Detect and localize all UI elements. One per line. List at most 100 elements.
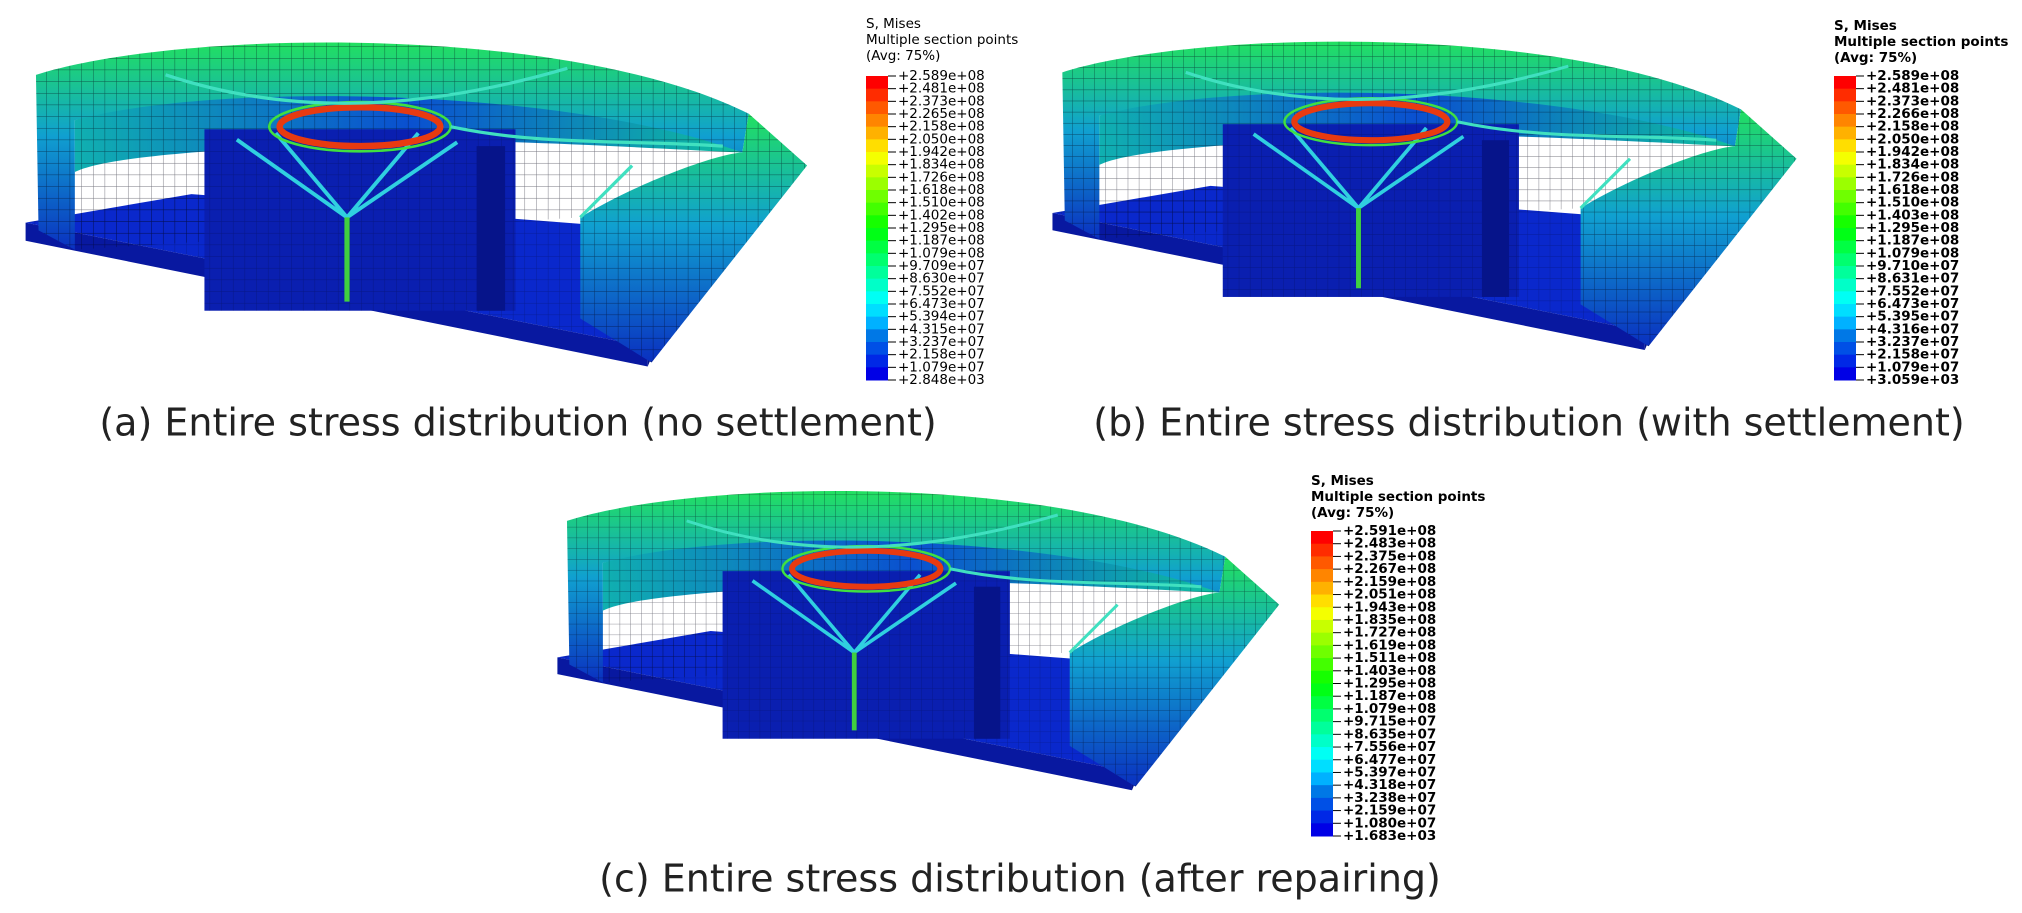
legend-label: +2.266e+08: [1866, 106, 1959, 122]
color-band: [866, 240, 888, 254]
color-band: [1834, 253, 1856, 267]
color-band: [866, 202, 888, 216]
color-band: [1834, 342, 1856, 356]
color-band: [1311, 747, 1333, 761]
caption: (c) Entire stress distribution (after re…: [599, 857, 1441, 901]
legend-label: +1.835e+08: [1343, 612, 1436, 628]
color-band: [1834, 354, 1856, 368]
legend-label: +1.079e+07: [1866, 359, 1959, 375]
legend-label: +6.473e+07: [898, 296, 985, 312]
legend-label: +1.403e+08: [1866, 207, 1959, 223]
color-band: [866, 291, 888, 305]
legend-label: +2.848e+03: [898, 372, 985, 388]
color-band: [1834, 240, 1856, 254]
fe-model-render: [26, 43, 807, 367]
annotations: (a) Entire stress distribution (no settl…: [99, 16, 2008, 901]
legend-label: +2.589e+08: [1866, 68, 1959, 84]
color-band: [1834, 202, 1856, 216]
legend-label: +4.316e+07: [1866, 321, 1959, 337]
color-band: [866, 139, 888, 153]
color-band: [1311, 543, 1333, 557]
legend-title: (Avg: 75%): [1834, 50, 1917, 66]
color-band: [1311, 797, 1333, 812]
legend-label: +1.080e+07: [1343, 815, 1436, 831]
legend-label: +2.589e+08: [898, 68, 985, 84]
legend-label: +1.402e+08: [898, 207, 985, 223]
legend-label: +1.079e+08: [898, 245, 985, 261]
color-band: [1834, 215, 1856, 229]
legend-label: +3.059e+03: [1866, 372, 1959, 388]
legend-label: +1.511e+08: [1343, 650, 1436, 666]
color-band: [1834, 114, 1856, 128]
color-band: [1311, 683, 1333, 697]
legend-label: +2.051e+08: [1343, 587, 1436, 603]
legend-title: (Avg: 75%): [866, 48, 940, 64]
legend-label: +1.079e+08: [1343, 701, 1436, 717]
legend-label: +6.473e+07: [1866, 296, 1959, 312]
legend-label: +8.630e+07: [898, 271, 985, 287]
fe-model-render: [1052, 42, 1796, 350]
color-band: [1311, 721, 1333, 735]
legend-label: +2.373e+08: [1866, 93, 1959, 109]
color-band: [1311, 569, 1333, 583]
legend-label: +5.394e+07: [898, 309, 985, 325]
legend-label: +3.237e+07: [1866, 334, 1959, 350]
legend-label: +1.510e+08: [898, 195, 985, 211]
legend-label: +2.481e+08: [1866, 81, 1959, 97]
color-band: [1834, 266, 1856, 280]
color-band: [866, 253, 888, 267]
legend-label: +2.373e+08: [898, 93, 985, 109]
legend-label: +7.552e+07: [1866, 283, 1959, 299]
color-band: [1834, 101, 1856, 115]
legend-label: +2.265e+08: [898, 106, 985, 122]
color-band: [1834, 88, 1856, 102]
legend-title: S, Mises: [866, 16, 921, 32]
legend-label: +5.395e+07: [1866, 309, 1959, 325]
legend-label: +1.942e+08: [898, 144, 985, 160]
color-band: [1311, 670, 1333, 684]
color-band: [1311, 759, 1333, 773]
color-band: [1834, 126, 1856, 140]
color-band: [1311, 645, 1333, 659]
color-band: [866, 88, 888, 102]
color-band: [866, 304, 888, 318]
color-band: [1834, 76, 1856, 90]
color-band: [866, 126, 888, 140]
color-band: [1834, 177, 1856, 191]
color-band: [1311, 696, 1333, 710]
legend-label: +2.375e+08: [1343, 548, 1436, 564]
legend-label: +7.552e+07: [898, 283, 985, 299]
legend-label: +1.295e+08: [1343, 676, 1436, 692]
color-band: [866, 316, 888, 330]
color-band: [866, 266, 888, 280]
color-band: [866, 177, 888, 191]
color-band: [866, 190, 888, 204]
color-band: [866, 278, 888, 292]
legend-label: +1.942e+08: [1866, 144, 1959, 160]
legend-label: +7.556e+07: [1343, 739, 1436, 755]
legend-label: +2.158e+07: [1866, 347, 1959, 363]
color-band: [866, 76, 888, 90]
color-band: [1311, 619, 1333, 634]
legend-title: Multiple section points: [1311, 489, 1485, 505]
legend-label: +5.397e+07: [1343, 764, 1436, 780]
legend-title: Multiple section points: [866, 32, 1018, 48]
legend-label: +4.318e+07: [1343, 777, 1436, 793]
legend-label: +2.050e+08: [898, 131, 985, 147]
legend-label: +1.403e+08: [1343, 663, 1436, 679]
legend-label: +2.483e+08: [1343, 536, 1436, 552]
color-band: [866, 114, 888, 128]
fe-model-render: [557, 491, 1279, 790]
color-band: [1834, 316, 1856, 330]
color-band: [1834, 139, 1856, 153]
color-band: [1834, 291, 1856, 305]
color-band: [1834, 190, 1856, 204]
legend-label: +1.187e+08: [1866, 233, 1959, 249]
color-band: [1834, 367, 1856, 381]
legend-label: +2.267e+08: [1343, 561, 1436, 577]
legend-label: +8.635e+07: [1343, 726, 1436, 742]
